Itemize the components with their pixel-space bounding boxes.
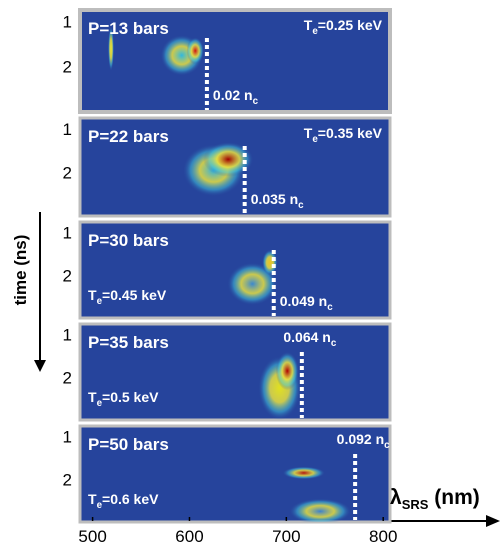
panel-label: P=50 bars xyxy=(88,435,169,454)
text-part: 0.092 n xyxy=(337,431,384,447)
hotspot xyxy=(275,351,299,391)
subscript: e xyxy=(312,134,318,145)
panel-background xyxy=(78,322,392,422)
x-tick-label: 600 xyxy=(175,527,203,546)
text-part: T xyxy=(304,17,313,33)
subscript: c xyxy=(327,302,333,313)
subscript: e xyxy=(97,398,103,409)
y-tick-label: 2 xyxy=(63,266,72,285)
time-arrow-head xyxy=(34,360,46,372)
hotspots xyxy=(258,351,301,420)
hotspot xyxy=(186,37,204,65)
text-part: 0.064 n xyxy=(283,329,330,345)
hotspots xyxy=(282,466,352,522)
subscript: c xyxy=(384,440,390,451)
hotspots xyxy=(227,249,278,306)
text-part: 0.02 n xyxy=(213,87,253,103)
text-part: =0.5 keV xyxy=(102,389,159,405)
text-part: T xyxy=(88,491,97,507)
y-tick-label: 1 xyxy=(63,326,72,345)
y-tick-label: 1 xyxy=(63,120,72,139)
subscript: e xyxy=(97,296,103,307)
temperature-label: Te=0.6 keV xyxy=(88,491,159,511)
subscript: c xyxy=(253,96,259,107)
text-part: λ xyxy=(390,486,402,509)
hotspot xyxy=(227,262,278,306)
density-label: 0.064 nc xyxy=(283,329,336,349)
panel-label: P=22 bars xyxy=(88,127,169,146)
y-tick-label: 1 xyxy=(63,224,72,243)
text-part: T xyxy=(88,389,97,405)
x-arrow-head xyxy=(486,515,500,527)
text-part: =0.25 keV xyxy=(318,17,383,33)
y-tick-label: 2 xyxy=(63,58,72,77)
text-part: =0.6 keV xyxy=(102,491,159,507)
subscript: c xyxy=(298,200,304,211)
y-tick-label: 1 xyxy=(63,428,72,447)
density-label: 0.049 nc xyxy=(280,293,333,313)
subscript: e xyxy=(97,500,103,511)
x-tick-label: 800 xyxy=(369,527,397,546)
subscript: SRS xyxy=(402,497,429,512)
temperature-label: Te=0.5 keV xyxy=(88,389,159,409)
text-part: =0.35 keV xyxy=(318,125,383,141)
y-axis-label: time (ns) xyxy=(11,235,30,306)
panel-label: P=30 bars xyxy=(88,231,169,250)
subscript: e xyxy=(312,26,318,37)
text-part: T xyxy=(88,287,97,303)
temperature-label: Te=0.45 keV xyxy=(88,287,167,307)
hotspot xyxy=(289,498,352,522)
hotspots xyxy=(108,25,204,76)
y-tick-label: 2 xyxy=(63,368,72,387)
hotspot xyxy=(108,25,114,72)
y-tick-label: 2 xyxy=(63,163,72,182)
density-label: 0.092 nc xyxy=(337,431,390,451)
density-label: 0.02 nc xyxy=(213,87,259,107)
x-axis-label: λSRS (nm) xyxy=(390,486,480,512)
density-label: 0.035 nc xyxy=(251,191,304,211)
hotspot xyxy=(203,141,254,177)
temperature-label: Te=0.35 keV xyxy=(304,125,383,145)
x-tick-label: 500 xyxy=(78,527,106,546)
panel-label: P=13 bars xyxy=(88,19,169,38)
y-tick-label: 2 xyxy=(63,470,72,489)
text-part: T xyxy=(304,125,313,141)
panel-label: P=35 bars xyxy=(88,333,169,352)
temperature-label: Te=0.25 keV xyxy=(304,17,383,37)
hotspot xyxy=(282,466,326,480)
text-part: 0.035 n xyxy=(251,191,298,207)
subscript: c xyxy=(331,338,337,349)
text-part: 0.049 n xyxy=(280,293,327,309)
x-tick-label: 700 xyxy=(272,527,300,546)
text-part: (nm) xyxy=(428,486,479,509)
panel-background xyxy=(78,8,392,114)
hotspots xyxy=(182,141,254,197)
y-tick-label: 1 xyxy=(63,12,72,31)
text-part: =0.45 keV xyxy=(102,287,167,303)
hotspot xyxy=(262,249,278,276)
